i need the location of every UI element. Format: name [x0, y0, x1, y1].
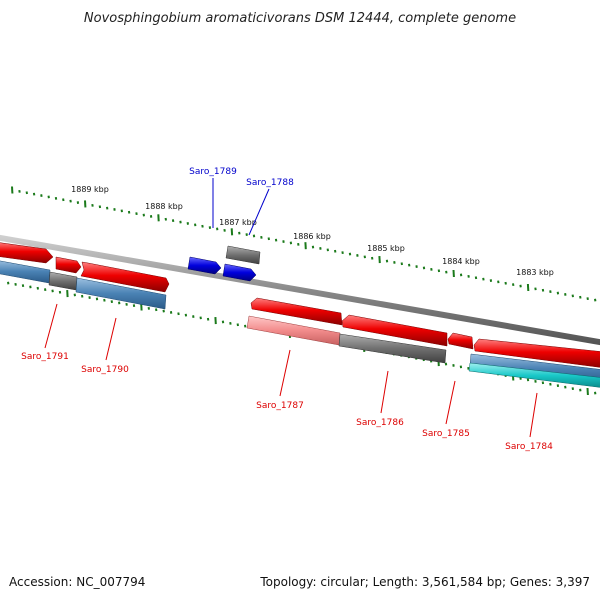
kbp-label-1887: 1887 kbp [219, 218, 257, 227]
gene-saro-1792-arrow[interactable] [0, 242, 54, 264]
gene-saro-1790-forward-arrow[interactable] [80, 261, 170, 293]
kbp-labels: 1889 kbp 1888 kbp 1887 kbp 1886 kbp 1885… [71, 185, 554, 277]
gene-saro-1784-cyan-block[interactable] [468, 362, 600, 388]
kbp-label-1888: 1888 kbp [145, 202, 183, 211]
gene-saro-1784-arrow[interactable] [473, 338, 600, 368]
gene-saro-1789-arrow[interactable] [187, 256, 222, 275]
gene-block-left-steel[interactable] [0, 260, 51, 284]
label-leaders [44, 178, 538, 438]
kbp-label-1886: 1886 kbp [293, 232, 331, 241]
leader-saro-1787 [279, 349, 291, 397]
gene-saro-1787-arrow[interactable] [250, 297, 343, 326]
gene-label-saro-1790[interactable]: Saro_1790 [81, 365, 129, 375]
gene-saro-1788-arrow[interactable] [222, 263, 257, 282]
gene-label-saro-1785[interactable]: Saro_1785 [422, 429, 470, 439]
gene-label-saro-1789[interactable]: Saro_1789 [189, 167, 237, 177]
gene-saro-1786-block[interactable] [338, 333, 447, 364]
gene-label-saro-1791[interactable]: Saro_1791 [21, 352, 69, 362]
kbp-label-1889: 1889 kbp [71, 185, 109, 194]
genome-summary-text: Topology: circular; Length: 3,561,584 bp… [259, 575, 590, 589]
leader-saro-1784 [529, 392, 538, 438]
genome-title: Novosphingobium aromaticivorans DSM 1244… [84, 11, 516, 26]
forward-genes [0, 242, 600, 368]
reverse-genes [0, 260, 600, 388]
gene-label-saro-1786[interactable]: Saro_1786 [356, 418, 404, 428]
kbp-label-1884: 1884 kbp [442, 257, 480, 266]
outer-scale-ticks [11, 186, 597, 302]
gene-saro-1790-block[interactable] [75, 277, 167, 310]
leader-saro-1791 [44, 303, 58, 349]
gene-saro-1785-arrow[interactable] [447, 332, 474, 350]
leader-saro-1786 [380, 370, 389, 414]
gene-label-saro-1788[interactable]: Saro_1788 [246, 178, 294, 188]
gene-saro-1791-forward-arrow[interactable] [55, 256, 82, 274]
gene-saro-1788-top-block[interactable] [225, 245, 261, 265]
gene-saro-1786-arrow[interactable] [341, 314, 448, 347]
genome-backbone [0, 234, 600, 346]
accession-text: Accession: NC_007794 [9, 575, 145, 589]
leader-saro-1785 [445, 380, 456, 425]
gene-labels: Saro_1789 Saro_1788 Saro_1791 Saro_1790 … [21, 167, 553, 452]
leader-saro-1790 [105, 317, 117, 361]
kbp-label-1885: 1885 kbp [367, 244, 405, 253]
leader-saro-1788 [248, 188, 270, 236]
gene-label-saro-1787[interactable]: Saro_1787 [256, 401, 304, 411]
kbp-label-1883: 1883 kbp [516, 268, 554, 277]
gene-saro-1791-block[interactable] [48, 271, 78, 291]
gene-label-saro-1784[interactable]: Saro_1784 [505, 442, 553, 452]
inner-scale-ticks [7, 281, 597, 396]
